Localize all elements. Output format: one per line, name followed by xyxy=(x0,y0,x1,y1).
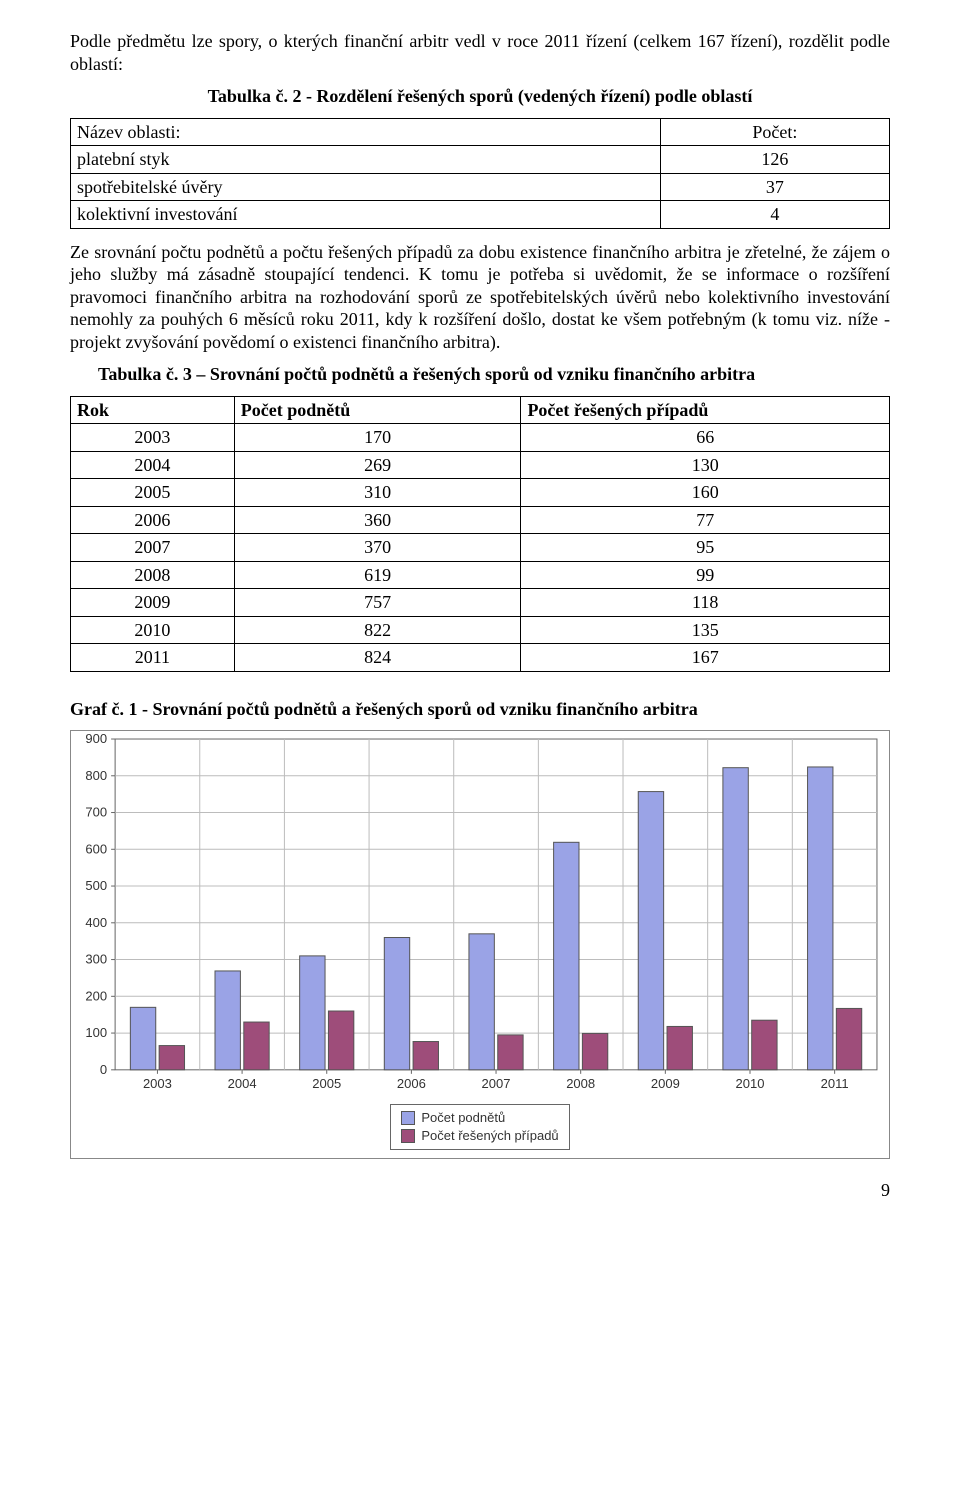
table3-header-sub: Počet podnětů xyxy=(234,396,521,424)
table-row: 2003 170 66 xyxy=(71,424,890,452)
legend-item: Počet řešených případů xyxy=(401,1127,558,1145)
table2: Název oblasti: Počet: platební styk 126 … xyxy=(70,118,890,229)
legend-box: Počet podnětůPočet řešených případů xyxy=(390,1104,569,1150)
svg-text:100: 100 xyxy=(85,1025,107,1040)
table2-row-value: 37 xyxy=(660,173,889,201)
t3-year: 2003 xyxy=(71,424,235,452)
intro-paragraph: Podle předmětu lze spory, o kterých fina… xyxy=(70,30,890,75)
t3-cases: 118 xyxy=(521,589,890,617)
svg-text:400: 400 xyxy=(85,915,107,930)
table-row: platební styk 126 xyxy=(71,146,890,174)
table-row: spotřebitelské úvěry 37 xyxy=(71,173,890,201)
table3-caption: Tabulka č. 3 – Srovnání počtů podnětů a … xyxy=(70,363,890,386)
table2-row-value: 4 xyxy=(660,201,889,229)
svg-text:2007: 2007 xyxy=(482,1076,511,1091)
t3-sub: 360 xyxy=(234,506,521,534)
t3-cases: 77 xyxy=(521,506,890,534)
t3-cases: 167 xyxy=(521,644,890,672)
svg-text:0: 0 xyxy=(100,1062,107,1077)
table2-row-label: platební styk xyxy=(71,146,661,174)
legend-swatch xyxy=(401,1129,415,1143)
svg-text:2011: 2011 xyxy=(821,1076,849,1091)
svg-text:300: 300 xyxy=(85,952,107,967)
table-row: 2011 824 167 xyxy=(71,644,890,672)
svg-text:2006: 2006 xyxy=(397,1076,426,1091)
t3-cases: 66 xyxy=(521,424,890,452)
chart-frame: 0 100 200 300 400 500 600 700 800 900 2003 2004 2005… xyxy=(70,730,890,1159)
table3: Rok Počet podnětů Počet řešených případů… xyxy=(70,396,890,672)
table-row: 2010 822 135 xyxy=(71,616,890,644)
table3-header-row: Rok Počet podnětů Počet řešených případů xyxy=(71,396,890,424)
table2-row-label: kolektivní investování xyxy=(71,201,661,229)
mid-paragraph: Ze srovnání počtu podnětů a počtu řešený… xyxy=(70,241,890,354)
bar-chart: 0 100 200 300 400 500 600 700 800 900 2003 2004 2005… xyxy=(71,731,889,1098)
svg-text:700: 700 xyxy=(85,805,107,820)
chart-container: 0 100 200 300 400 500 600 700 800 900 2003 2004 2005… xyxy=(70,730,890,1159)
t3-year: 2010 xyxy=(71,616,235,644)
svg-text:800: 800 xyxy=(85,768,107,783)
table-row: 2007 370 95 xyxy=(71,534,890,562)
t3-cases: 130 xyxy=(521,451,890,479)
table-row: kolektivní investování 4 xyxy=(71,201,890,229)
table2-header-left: Název oblasti: xyxy=(71,118,661,146)
t3-sub: 822 xyxy=(234,616,521,644)
svg-text:2009: 2009 xyxy=(651,1076,680,1091)
legend-label: Počet podnětů xyxy=(421,1109,505,1127)
t3-year: 2008 xyxy=(71,561,235,589)
table2-caption: Tabulka č. 2 - Rozdělení řešených sporů … xyxy=(70,85,890,108)
table-row: 2004 269 130 xyxy=(71,451,890,479)
t3-year: 2011 xyxy=(71,644,235,672)
t3-year: 2005 xyxy=(71,479,235,507)
legend-item: Počet podnětů xyxy=(401,1109,558,1127)
table-row: 2009 757 118 xyxy=(71,589,890,617)
table3-header-year: Rok xyxy=(71,396,235,424)
table2-row-label: spotřebitelské úvěry xyxy=(71,173,661,201)
t3-sub: 619 xyxy=(234,561,521,589)
chart-legend: Počet podnětůPočet řešených případů xyxy=(71,1098,889,1158)
svg-text:2005: 2005 xyxy=(312,1076,341,1091)
t3-year: 2009 xyxy=(71,589,235,617)
t3-year: 2006 xyxy=(71,506,235,534)
svg-text:2004: 2004 xyxy=(228,1076,257,1091)
chart-title: Graf č. 1 - Srovnání počtů podnětů a řeš… xyxy=(70,698,890,721)
t3-cases: 135 xyxy=(521,616,890,644)
table-row: 2008 619 99 xyxy=(71,561,890,589)
svg-text:200: 200 xyxy=(85,988,107,1003)
legend-swatch xyxy=(401,1111,415,1125)
t3-year: 2007 xyxy=(71,534,235,562)
t3-sub: 170 xyxy=(234,424,521,452)
legend-label: Počet řešených případů xyxy=(421,1127,558,1145)
svg-text:900: 900 xyxy=(85,731,107,746)
svg-text:2008: 2008 xyxy=(566,1076,595,1091)
t3-sub: 824 xyxy=(234,644,521,672)
t3-year: 2004 xyxy=(71,451,235,479)
svg-text:500: 500 xyxy=(85,878,107,893)
t3-cases: 99 xyxy=(521,561,890,589)
svg-text:2003: 2003 xyxy=(143,1076,172,1091)
table-row: 2006 360 77 xyxy=(71,506,890,534)
table3-header-cases: Počet řešených případů xyxy=(521,396,890,424)
table-row: 2005 310 160 xyxy=(71,479,890,507)
t3-sub: 269 xyxy=(234,451,521,479)
table2-row-value: 126 xyxy=(660,146,889,174)
page-number: 9 xyxy=(70,1179,890,1202)
table2-header-right: Počet: xyxy=(660,118,889,146)
t3-cases: 160 xyxy=(521,479,890,507)
svg-text:2010: 2010 xyxy=(736,1076,765,1091)
t3-sub: 757 xyxy=(234,589,521,617)
t3-cases: 95 xyxy=(521,534,890,562)
svg-text:600: 600 xyxy=(85,841,107,856)
t3-sub: 310 xyxy=(234,479,521,507)
table2-header-row: Název oblasti: Počet: xyxy=(71,118,890,146)
t3-sub: 370 xyxy=(234,534,521,562)
